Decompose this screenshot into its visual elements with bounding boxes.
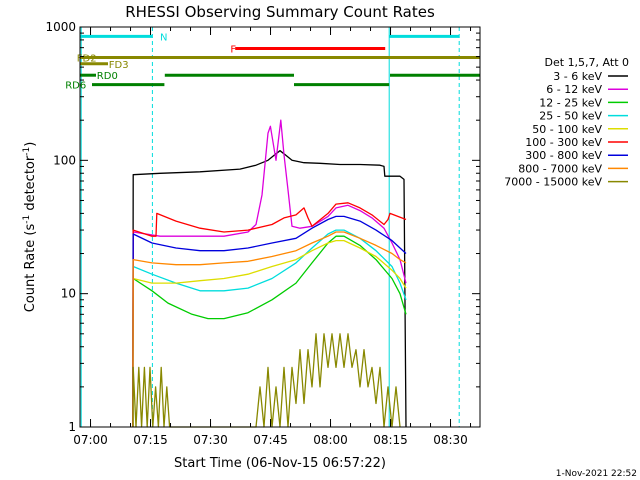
legend-entry-label: 12 - 25 keV — [539, 96, 602, 109]
y-tick-label: 10 — [61, 287, 76, 301]
x-tick-label: 08:15 — [373, 433, 408, 447]
y-tick-label: 100 — [53, 153, 76, 167]
legend-entry-label: 50 - 100 keV — [532, 123, 602, 136]
legend-entry-label: 3 - 6 keV — [553, 70, 602, 83]
x-axis-label: Start Time (06-Nov-15 06:57:22) — [174, 456, 386, 471]
state-bar-label: FD3 — [109, 60, 129, 71]
y-tick-label: 1000 — [45, 20, 76, 34]
legend-entry-label: 6 - 12 keV — [546, 83, 602, 96]
y-axis-label-part: detector — [23, 155, 38, 215]
legend-header: Det 1,5,7, Att 0 — [545, 56, 629, 69]
x-tick-label: 07:15 — [133, 433, 168, 447]
y-axis-label: Count Rate (s-1 detector-1) — [22, 142, 38, 313]
y-tick-label: 1 — [68, 420, 76, 434]
legend-entry-label: 7000 - 15000 keV — [504, 176, 602, 189]
legend-entry-label: 100 - 300 keV — [525, 136, 602, 149]
y-axis-label-part: ) — [23, 142, 38, 147]
y-axis-label-superscript: -1 — [22, 215, 32, 224]
x-tick-label: 07:45 — [253, 433, 288, 447]
state-bar-label: RD0 — [97, 71, 118, 82]
state-bar-label: N — [160, 32, 167, 43]
legend-entry-label: 300 - 800 keV — [525, 149, 602, 162]
x-tick-label: 08:00 — [313, 433, 348, 447]
chart-title: RHESSI Observing Summary Count Rates — [125, 3, 435, 21]
footer-timestamp: 1-Nov-2021 22:52 — [556, 469, 637, 479]
y-axis-label-part: Count Rate (s — [23, 224, 38, 313]
x-tick-label: 08:30 — [433, 433, 468, 447]
state-bar-label: RD6 — [65, 81, 86, 92]
legend-entry-label: 25 - 50 keV — [539, 110, 602, 123]
x-tick-label: 07:00 — [73, 433, 108, 447]
y-axis-label-superscript: -1 — [22, 147, 32, 156]
legend-entry-label: 800 - 7000 keV — [518, 162, 602, 175]
state-bar-label: F — [230, 44, 236, 55]
x-tick-label: 07:30 — [193, 433, 228, 447]
